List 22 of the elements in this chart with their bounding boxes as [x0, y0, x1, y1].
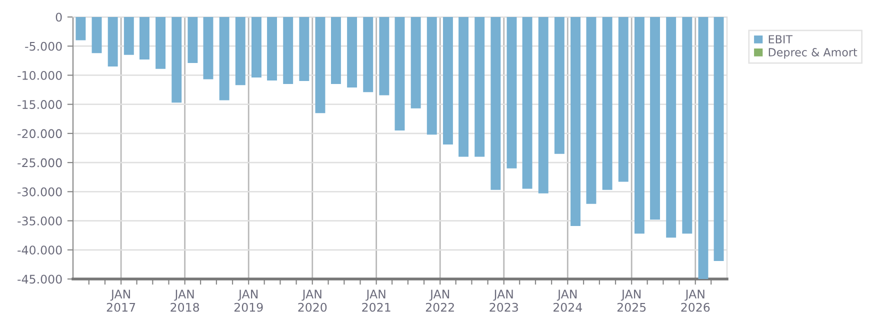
y-tick-label: -45.000	[18, 274, 62, 284]
legend-label: Deprec & Amort	[768, 48, 858, 59]
y-tick-label: -25.000	[18, 158, 62, 168]
x-tick-label: JAN 2026	[681, 290, 710, 312]
y-tick-label: -20.000	[18, 129, 62, 138]
x-tick-label: JAN 2017	[106, 290, 136, 312]
x-tick-label: JAN 2019	[234, 290, 263, 312]
y-tick-label: 0	[56, 12, 62, 22]
y-tick-label: -35.000	[18, 216, 62, 226]
y-tick-label: -10.000	[18, 70, 62, 80]
y-tick-label: -40.000	[18, 246, 62, 255]
legend-label: EBIT	[768, 35, 793, 44]
x-tick-label: JAN 2022	[426, 290, 454, 312]
x-tick-label: JAN 2021	[362, 290, 390, 312]
x-tick-label: JAN 2023	[490, 290, 518, 312]
x-tick-label: JAN 2020	[298, 290, 327, 312]
x-tick-label: JAN 2025	[617, 290, 646, 312]
y-tick-label: -15.000	[18, 100, 62, 109]
x-tick-label: JAN 2018	[170, 290, 200, 312]
x-tick-label: JAN 2024	[553, 290, 582, 312]
y-tick-label: -30.000	[18, 187, 62, 196]
y-tick-label: -5.000	[25, 42, 62, 51]
